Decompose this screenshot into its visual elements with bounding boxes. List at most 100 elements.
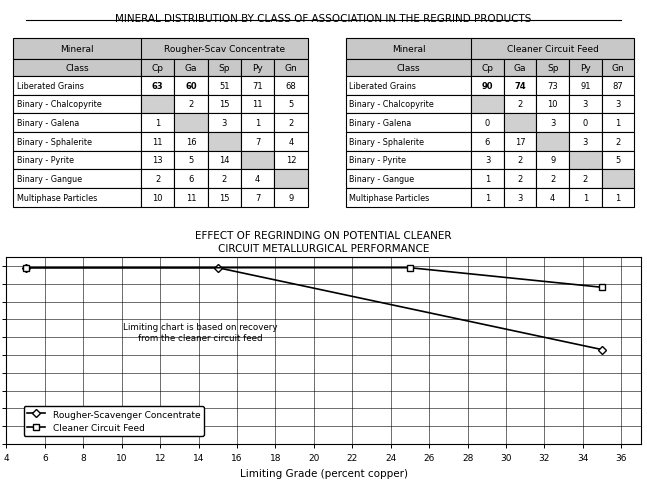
Text: 2: 2 — [550, 175, 555, 184]
Bar — [274, 188, 308, 207]
Text: 71: 71 — [252, 81, 263, 91]
Bar — [471, 77, 504, 96]
Bar — [569, 96, 602, 114]
Bar — [141, 151, 175, 170]
Bar — [175, 188, 208, 207]
Text: 2: 2 — [583, 175, 588, 184]
Bar — [569, 151, 602, 170]
Bar — [141, 188, 175, 207]
Bar — [208, 60, 241, 77]
Text: Gn: Gn — [611, 64, 624, 73]
Text: 2: 2 — [518, 175, 523, 184]
Text: 7: 7 — [255, 138, 260, 146]
Bar — [602, 188, 634, 207]
Text: Multiphase Particles: Multiphase Particles — [17, 193, 97, 203]
Text: 63: 63 — [152, 81, 164, 91]
Bar — [504, 151, 536, 170]
X-axis label: Limiting Grade (percent copper): Limiting Grade (percent copper) — [239, 468, 408, 478]
Text: 2: 2 — [615, 138, 620, 146]
Bar — [274, 114, 308, 133]
Text: 74: 74 — [514, 81, 526, 91]
Bar — [175, 151, 208, 170]
Bar — [345, 133, 471, 151]
Text: 11: 11 — [153, 138, 163, 146]
Bar — [345, 114, 471, 133]
Bar — [274, 77, 308, 96]
Text: 14: 14 — [219, 156, 230, 165]
Bar — [175, 133, 208, 151]
Cleaner Circuit Feed — [598, 285, 606, 291]
Bar — [274, 151, 308, 170]
Text: 2: 2 — [518, 156, 523, 165]
Text: 73: 73 — [547, 81, 558, 91]
Text: 5: 5 — [615, 156, 620, 165]
Bar — [13, 170, 141, 188]
Legend: Rougher-Scavenger Concentrate, Cleaner Circuit Feed: Rougher-Scavenger Concentrate, Cleaner C… — [24, 406, 204, 436]
Text: Liberated Grains: Liberated Grains — [17, 81, 83, 91]
Bar — [345, 96, 471, 114]
Bar — [274, 170, 308, 188]
Bar — [345, 188, 471, 207]
Text: 6: 6 — [188, 175, 193, 184]
Bar — [274, 133, 308, 151]
Text: Limiting chart is based on recovery
from the cleaner circuit feed: Limiting chart is based on recovery from… — [123, 323, 277, 342]
Bar — [208, 133, 241, 151]
Text: Binary - Chalcopyrite: Binary - Chalcopyrite — [349, 100, 434, 109]
Bar — [13, 77, 141, 96]
Text: Rougher-Scav Concentrate: Rougher-Scav Concentrate — [164, 45, 285, 54]
Bar — [569, 114, 602, 133]
Text: 9: 9 — [289, 193, 294, 203]
Text: Class: Class — [397, 64, 421, 73]
Text: 3: 3 — [222, 119, 227, 128]
Bar — [602, 96, 634, 114]
Text: 0: 0 — [485, 119, 490, 128]
Bar — [241, 170, 274, 188]
Cleaner Circuit Feed — [406, 265, 414, 271]
Text: 60: 60 — [185, 81, 197, 91]
Bar — [504, 96, 536, 114]
Bar — [504, 77, 536, 96]
Bar — [602, 151, 634, 170]
Text: 1: 1 — [615, 119, 620, 128]
Bar — [345, 151, 471, 170]
Bar — [274, 60, 308, 77]
Text: 9: 9 — [550, 156, 555, 165]
Bar — [241, 60, 274, 77]
Text: 1: 1 — [485, 175, 490, 184]
Text: 1: 1 — [615, 193, 620, 203]
Cleaner Circuit Feed — [22, 265, 30, 271]
Bar — [602, 170, 634, 188]
Text: Cp: Cp — [481, 64, 494, 73]
Text: 3: 3 — [485, 156, 490, 165]
Bar — [536, 188, 569, 207]
Text: 51: 51 — [219, 81, 230, 91]
Bar — [175, 77, 208, 96]
Bar — [241, 96, 274, 114]
Bar — [536, 133, 569, 151]
Text: Ga: Ga — [185, 64, 197, 73]
Bar — [175, 170, 208, 188]
Bar — [13, 96, 141, 114]
Bar — [141, 96, 175, 114]
Bar — [471, 96, 504, 114]
Bar — [141, 60, 175, 77]
Bar — [13, 151, 141, 170]
Text: Class: Class — [65, 64, 89, 73]
Bar — [536, 77, 569, 96]
Bar — [13, 188, 141, 207]
Text: Binary - Gangue: Binary - Gangue — [349, 175, 415, 184]
Text: Liberated Grains: Liberated Grains — [349, 81, 417, 91]
Bar — [569, 77, 602, 96]
Bar — [471, 170, 504, 188]
Bar — [602, 114, 634, 133]
Bar — [175, 60, 208, 77]
Bar — [241, 77, 274, 96]
Bar — [471, 133, 504, 151]
Text: Binary - Galena: Binary - Galena — [17, 119, 79, 128]
Text: Ga: Ga — [514, 64, 527, 73]
Text: 1: 1 — [485, 193, 490, 203]
Title: EFFECT OF REGRINDING ON POTENTIAL CLEANER
CIRCUIT METALLURGICAL PERFORMANCE: EFFECT OF REGRINDING ON POTENTIAL CLEANE… — [195, 231, 452, 254]
Text: 3: 3 — [615, 100, 620, 109]
Text: 7: 7 — [255, 193, 260, 203]
Bar — [241, 133, 274, 151]
